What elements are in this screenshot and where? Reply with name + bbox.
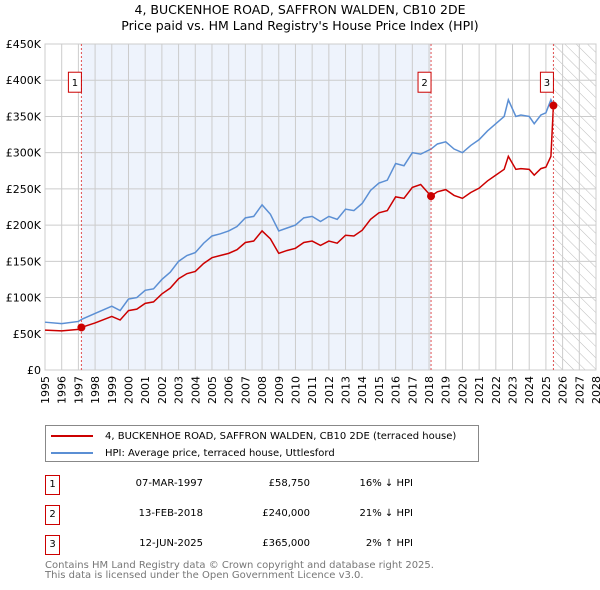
- y-tick-label: £450K: [6, 38, 42, 51]
- x-tick-label: 2001: [139, 376, 152, 404]
- x-tick-label: 2018: [423, 376, 436, 404]
- sale-number-box: 3: [45, 535, 60, 555]
- plot-area: £0 £50K £100K £150K £200K £250K £300K £350K £400…: [6, 38, 600, 404]
- legend-label-property: 4, BUCKENHOE ROAD, SAFFRON WALDEN, CB10 …: [105, 430, 457, 442]
- sale-date: 13-FEB-2018: [138, 508, 203, 519]
- sale-label-box: [539, 71, 554, 93]
- y-tick-label: £350K: [6, 110, 42, 123]
- sale-price: £240,000: [262, 508, 310, 519]
- legend-swatch-property: [51, 435, 93, 437]
- sale-price: £58,750: [268, 478, 310, 489]
- x-tick-label: 2002: [156, 376, 169, 404]
- x-tick-label: 2023: [507, 376, 520, 404]
- x-tick-label: 2008: [256, 376, 269, 404]
- y-tick-label: £0: [27, 364, 41, 377]
- y-tick-label: £400K: [6, 74, 42, 87]
- x-tick-label: 2000: [122, 376, 135, 404]
- chart-title: 4, BUCKENHOE ROAD, SAFFRON WALDEN, CB10 …: [134, 2, 466, 17]
- x-tick-label: 1995: [39, 376, 52, 404]
- x-tick-label: 2007: [239, 376, 252, 404]
- x-tick-label: 2016: [390, 376, 403, 404]
- y-tick-label: £200K: [6, 219, 42, 232]
- y-tick-label: £150K: [6, 255, 42, 268]
- x-tick-label: 2022: [490, 376, 503, 404]
- sale-hpi-diff: 16% ↓ HPI: [359, 478, 413, 489]
- footer: Contains HM Land Registry data © Crown c…: [45, 561, 434, 581]
- sale-number-box: 1: [45, 475, 60, 495]
- x-tick-label: 2021: [473, 376, 486, 404]
- sale-row: 1 07-MAR-1997 £58,750 16% ↓ HPI: [45, 475, 465, 495]
- sale-label-number: 2: [421, 78, 427, 89]
- hpi-line: [44, 97, 555, 325]
- x-tick-label: 2013: [340, 376, 353, 404]
- sale-date: 07-MAR-1997: [135, 478, 203, 489]
- sale-row: 3 12-JUN-2025 £365,000 2% ↑ HPI: [45, 535, 465, 555]
- x-tick-label: 2017: [406, 376, 419, 404]
- sale-date: 12-JUN-2025: [139, 538, 203, 549]
- x-tick-label: 2012: [323, 376, 336, 404]
- shaded-ownership-period: [81, 44, 432, 370]
- sale-point: [549, 101, 558, 110]
- legend-label-hpi: HPI: Average price, terraced house, Uttl…: [105, 447, 335, 459]
- x-tick-label: 2025: [540, 376, 553, 404]
- sale-hpi-diff: 21% ↓ HPI: [359, 508, 413, 519]
- property-price-line: [44, 105, 555, 332]
- sale-point: [77, 323, 86, 332]
- sale-hpi-diff: 2% ↑ HPI: [365, 538, 413, 549]
- x-tick-label: 2015: [373, 376, 386, 404]
- x-tick-label: 2020: [456, 376, 469, 404]
- footer-line-1: Contains HM Land Registry data © Crown c…: [45, 560, 434, 571]
- x-tick-label: 2024: [523, 376, 536, 404]
- sale-label-box: [417, 71, 432, 93]
- sale-row: 2 13-FEB-2018 £240,000 21% ↓ HPI: [45, 505, 465, 525]
- x-tick-label: 2009: [273, 376, 286, 404]
- chart-subtitle: Price paid vs. HM Land Registry's House …: [121, 18, 479, 33]
- x-tick-label: 2027: [573, 376, 586, 404]
- sale-point: [427, 192, 436, 201]
- x-tick-label: 2011: [306, 376, 319, 404]
- y-tick-label: £100K: [6, 292, 42, 305]
- y-tick-label: £300K: [6, 147, 42, 160]
- x-tick-label: 1999: [106, 376, 119, 404]
- y-tick-label: £250K: [6, 183, 42, 196]
- x-tick-label: 2003: [173, 376, 186, 404]
- plot-border: [44, 43, 597, 371]
- sale-label-number: 1: [72, 78, 78, 89]
- x-tick-label: 1998: [89, 376, 102, 404]
- legend-swatch-hpi: [51, 452, 93, 454]
- x-tick-label: 2014: [356, 376, 369, 404]
- x-tick-label: 2006: [223, 376, 236, 404]
- x-tick-label: 2019: [440, 376, 453, 404]
- x-tick-label: 2010: [289, 376, 302, 404]
- footer-line-2: This data is licensed under the Open Gov…: [45, 570, 364, 581]
- sale-label-box: [67, 71, 82, 93]
- sale-number-box: 2: [45, 505, 60, 525]
- x-tick-label: 1997: [72, 376, 85, 404]
- x-tick-label: 2005: [206, 376, 219, 404]
- sale-label-number: 3: [544, 78, 550, 89]
- legend: 4, BUCKENHOE ROAD, SAFFRON WALDEN, CB10 …: [45, 425, 479, 462]
- x-tick-label: 1996: [56, 376, 69, 404]
- x-tick-label: 2004: [189, 376, 202, 404]
- x-tick-label: 2028: [590, 376, 600, 404]
- x-tick-label: 2026: [557, 376, 570, 404]
- sale-price: £365,000: [262, 538, 310, 549]
- forecast-hatch: [553, 44, 596, 370]
- y-tick-label: £50K: [13, 328, 42, 341]
